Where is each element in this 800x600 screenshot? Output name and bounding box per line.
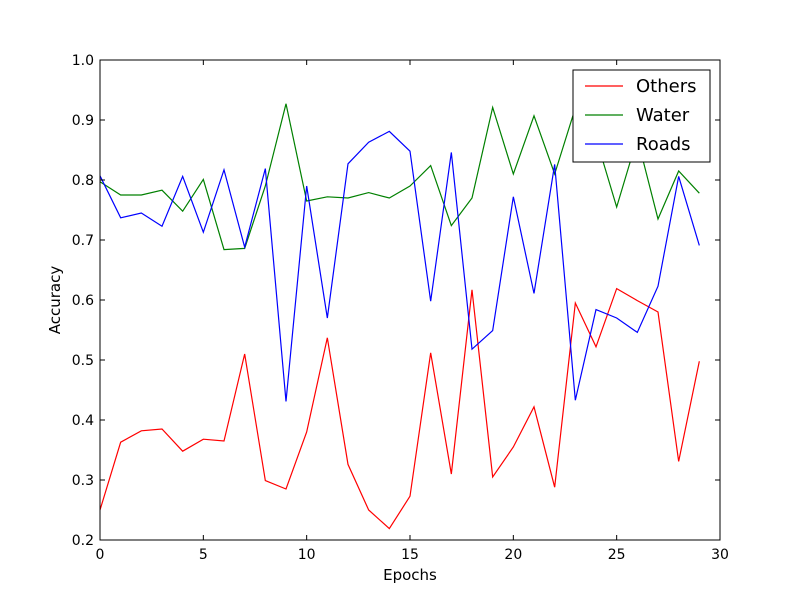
y-tick-label: 0.4 (72, 413, 94, 429)
series-line-others (99, 287, 700, 530)
y-tick-label: 0.9 (72, 113, 94, 129)
x-tick-label: 0 (96, 547, 105, 563)
legend-label-water: Water (636, 105, 690, 126)
y-tick-label: 0.2 (72, 533, 94, 549)
x-tick-label: 10 (298, 547, 316, 563)
y-tick-label: 0.8 (72, 173, 94, 189)
x-tick-label: 5 (199, 547, 208, 563)
x-axis-title: Epochs (383, 566, 437, 584)
y-tick-label: 0.5 (72, 353, 94, 369)
legend-box (572, 69, 711, 163)
y-tick-label: 0.7 (72, 233, 94, 249)
y-tick-label: 0.6 (72, 293, 94, 309)
series-line-roads (99, 130, 700, 402)
x-tick-label: 15 (401, 547, 419, 563)
x-tick-label: 30 (711, 547, 729, 563)
y-tick-label: 0.3 (72, 473, 94, 489)
legend-label-others: Others (636, 76, 697, 97)
x-tick-label: 25 (608, 547, 626, 563)
y-axis-title: Accuracy (46, 266, 64, 335)
ticks-layer: 0 5 10 15 20 25 30 0.2 0.3 0.4 0.5 0.6 0.7 0.8 0.9 1.0 (72, 53, 729, 563)
x-tick-label: 20 (504, 547, 522, 563)
y-tick-label: 1.0 (72, 53, 94, 69)
legend: Others Water Roads (572, 69, 711, 163)
legend-label-roads: Roads (636, 134, 691, 155)
